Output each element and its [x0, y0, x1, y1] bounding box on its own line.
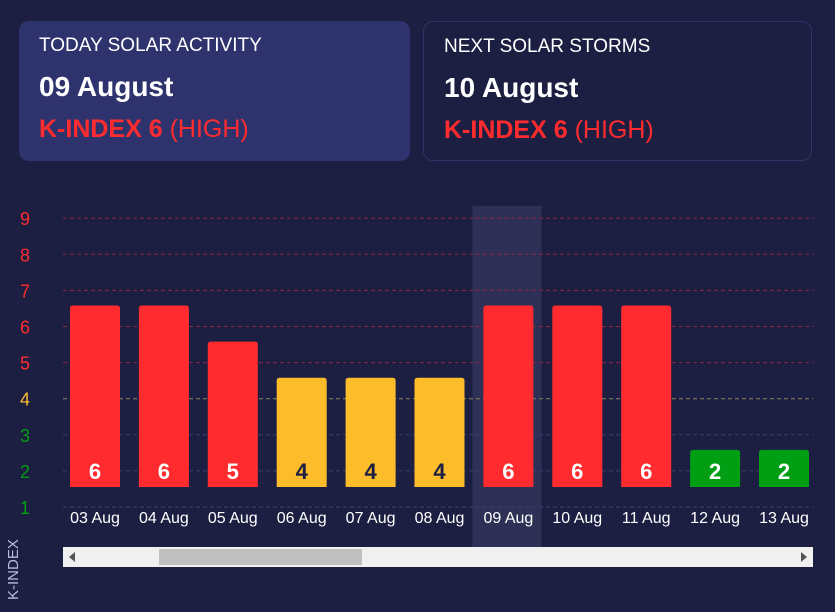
x-tick-label: 06 Aug — [277, 510, 327, 527]
y-axis-title: K-INDEX — [5, 539, 22, 600]
bar-06-aug — [276, 377, 327, 487]
bar-11-aug — [621, 305, 672, 487]
next-kindex-value: K-INDEX 6 — [444, 116, 568, 144]
y-tick-3: 3 — [20, 426, 30, 446]
today-title: TODAY SOLAR ACTIVITY — [39, 35, 262, 56]
today-kindex: K-INDEX 6 (HIGH) — [39, 115, 390, 144]
x-tick-label: 13 Aug — [759, 510, 809, 527]
today-date: 09 August — [39, 71, 174, 102]
chart-scrollbar[interactable] — [63, 547, 813, 567]
x-tick-label: 04 Aug — [139, 510, 189, 527]
x-tick-label: 10 Aug — [552, 510, 602, 527]
x-tick-label: 05 Aug — [208, 510, 258, 527]
bar-value-label: 6 — [571, 459, 583, 484]
next-kindex: K-INDEX 6 (HIGH) — [444, 116, 791, 145]
x-tick-label: 08 Aug — [415, 510, 465, 527]
y-tick-4: 4 — [20, 390, 30, 410]
y-tick-8: 8 — [20, 245, 30, 265]
today-level: (HIGH) — [169, 115, 249, 143]
y-tick-1: 1 — [20, 498, 30, 518]
bar-value-label: 2 — [778, 459, 790, 484]
y-tick-7: 7 — [20, 281, 30, 301]
bar-value-label: 2 — [709, 459, 721, 484]
x-tick-label: 07 Aug — [346, 510, 396, 527]
bar-value-label: 4 — [364, 459, 377, 484]
bar-03-aug — [70, 305, 120, 487]
today-card: TODAY SOLAR ACTIVITY 09 August K-INDEX 6… — [19, 21, 410, 161]
x-tick-label: 09 Aug — [483, 510, 533, 527]
bar-13-aug — [759, 449, 809, 487]
bar-12-aug — [690, 449, 741, 487]
next-date: 10 August — [444, 72, 579, 103]
bar-07-aug — [345, 377, 396, 487]
y-tick-6: 6 — [20, 318, 30, 338]
next-level: (HIGH) — [574, 116, 654, 144]
x-tick-label: 03 Aug — [70, 510, 120, 527]
bar-09-aug — [483, 305, 534, 487]
y-tick-9: 9 — [20, 209, 30, 229]
bar-value-label: 6 — [640, 459, 652, 484]
bar-10-aug — [552, 305, 603, 487]
bar-08-aug — [414, 377, 465, 487]
bar-value-label: 5 — [227, 459, 239, 484]
bar-value-label: 4 — [433, 459, 446, 484]
bar-value-label: 4 — [296, 459, 309, 484]
bar-05-aug — [207, 341, 258, 487]
today-kindex-value: K-INDEX 6 — [39, 115, 163, 143]
bar-value-label: 6 — [502, 459, 514, 484]
next-storm-card: NEXT SOLAR STORMS 10 August K-INDEX 6 (H… — [423, 21, 812, 161]
y-tick-2: 2 — [20, 462, 30, 482]
scroll-right-icon[interactable] — [801, 552, 807, 562]
bar-value-label: 6 — [89, 459, 101, 484]
scroll-left-icon[interactable] — [69, 552, 75, 562]
bar-value-label: 6 — [158, 459, 170, 484]
x-tick-label: 11 Aug — [622, 510, 671, 527]
next-title: NEXT SOLAR STORMS — [444, 36, 651, 57]
x-tick-label: 12 Aug — [690, 510, 740, 527]
bar-04-aug — [138, 305, 189, 487]
scrollbar-thumb[interactable] — [159, 549, 362, 565]
y-tick-5: 5 — [20, 354, 30, 374]
